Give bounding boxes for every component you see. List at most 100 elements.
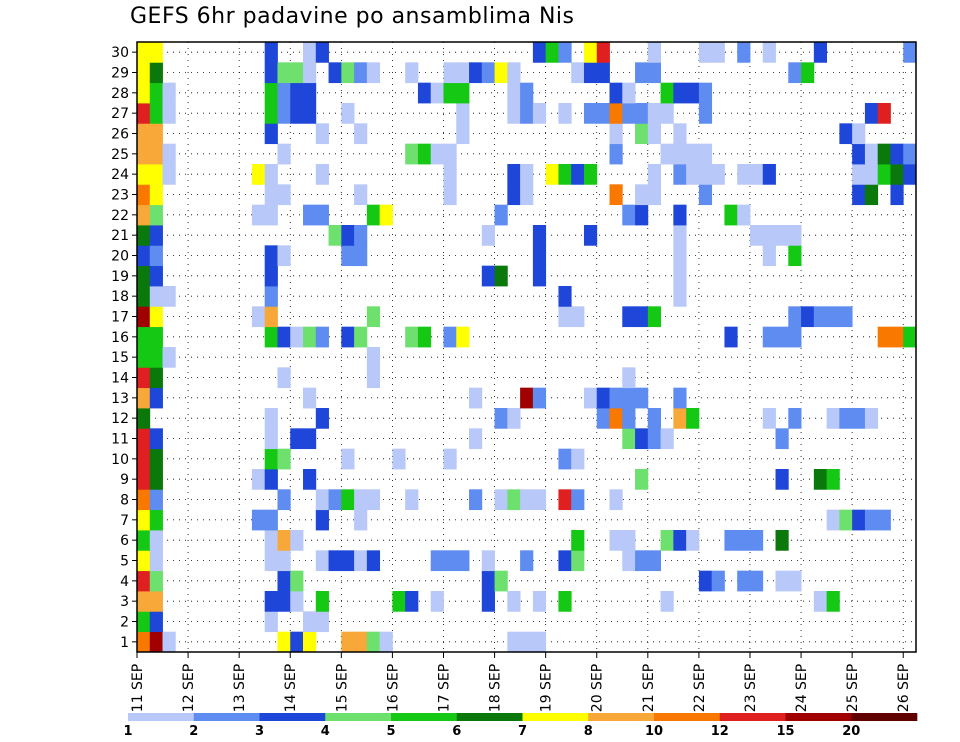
heatmap-cell [507,82,521,104]
heatmap-cell [290,62,304,84]
heatmap-cell [137,204,151,226]
y-tick-label: 9 [120,472,129,488]
colorbar-label: 7 [518,724,527,739]
heatmap-cell [507,184,521,206]
y-tick-label: 16 [111,330,129,346]
heatmap-cell [826,591,840,612]
heatmap-cell [456,103,470,124]
heatmap-cell [571,550,585,572]
heatmap-cell [149,448,163,470]
heatmap-cell [149,530,163,551]
heatmap-cell [469,489,483,511]
heatmap-cell [277,530,291,551]
heatmap-cell [903,326,917,348]
heatmap-cell [788,306,802,328]
heatmap-cell [635,184,649,206]
heatmap-cell [647,428,661,450]
heatmap-cell [877,509,891,531]
heatmap-cell [698,164,713,185]
heatmap-cell [545,42,559,63]
heatmap-cell [596,387,610,409]
heatmap-cell [137,164,151,185]
heatmap-cell [149,265,163,287]
heatmap-cell [507,631,521,653]
x-tick-label: 16 SEP [385,664,401,712]
heatmap-cell [762,326,776,348]
y-tick-label: 1 [120,635,129,651]
plot-frame [136,41,917,653]
heatmap-cell [162,631,176,653]
heatmap-cell [149,62,163,84]
heatmap-cell [622,204,636,226]
heatmap-cell [571,530,585,551]
heatmap-cell [801,62,815,84]
heatmap-cell [532,103,547,124]
heatmap-cell [635,428,649,450]
heatmap-cell [609,123,623,145]
heatmap-cell [277,326,291,348]
heatmap-cell [520,184,534,206]
heatmap-cell [137,448,151,470]
heatmap-cell [596,42,610,63]
heatmap-cell [507,489,521,511]
heatmap-cell [303,204,317,226]
heatmap-cell [673,245,687,267]
heatmap-cell [277,184,291,206]
heatmap-cell [469,428,483,450]
heatmap-cell [775,428,789,450]
heatmap-cell [290,570,304,592]
x-tick-label: 11 SEP [130,664,146,712]
heatmap-cell [826,306,840,328]
heatmap-cell [520,164,534,185]
heatmap-cell [443,550,457,572]
heatmap-cell [137,103,151,124]
heatmap-cell [264,550,278,572]
heatmap-cell [481,225,495,246]
heatmap-cell [609,489,623,511]
heatmap-cell [686,408,700,429]
heatmap-cell [698,143,713,165]
heatmap-cell [660,530,674,551]
heatmap-cell [137,225,151,246]
colorbar-label: 20 [842,724,860,739]
heatmap-cell [532,265,547,287]
heatmap-cell [341,326,355,348]
y-tick-label: 8 [120,493,129,509]
heatmap-cell [264,204,278,226]
heatmap-cell [277,103,291,124]
heatmap-cell [877,164,891,185]
heatmap-cell [673,530,687,551]
heatmap-cell [405,326,419,348]
heatmap-cell [264,326,278,348]
colorbar-swatch [785,713,852,721]
heatmap-cell [405,143,419,165]
heatmap-cell [826,509,840,531]
y-tick-label: 21 [111,228,129,244]
heatmap-cell [775,326,789,348]
heatmap-cell [698,42,713,63]
heatmap-cell [520,387,534,409]
heatmap-cell [137,184,151,206]
y-axis: 1234567891011121314151617181920212223242… [111,45,137,651]
heatmap-cell [264,509,278,531]
heatmap-cell [609,103,623,124]
heatmap-cell [698,103,713,124]
heatmap-cell [583,62,598,84]
heatmap-cell [622,428,636,450]
heatmap-cell [264,530,278,551]
y-tick-label: 26 [111,127,129,143]
heatmap-cell [341,103,355,124]
x-tick-label: 19 SEP [539,664,555,712]
heatmap-cell [137,367,151,389]
y-tick-label: 14 [111,371,129,387]
heatmap-cell [737,570,751,592]
heatmap-cell [277,570,291,592]
heatmap-cell [813,469,828,490]
heatmap-cell [660,103,674,124]
heatmap-cell [354,123,368,145]
heatmap-cell [609,530,623,551]
heatmap-cell [162,286,176,307]
heatmap-cell [137,408,151,429]
heatmap-cell [558,286,572,307]
heatmap-cell [532,245,547,267]
